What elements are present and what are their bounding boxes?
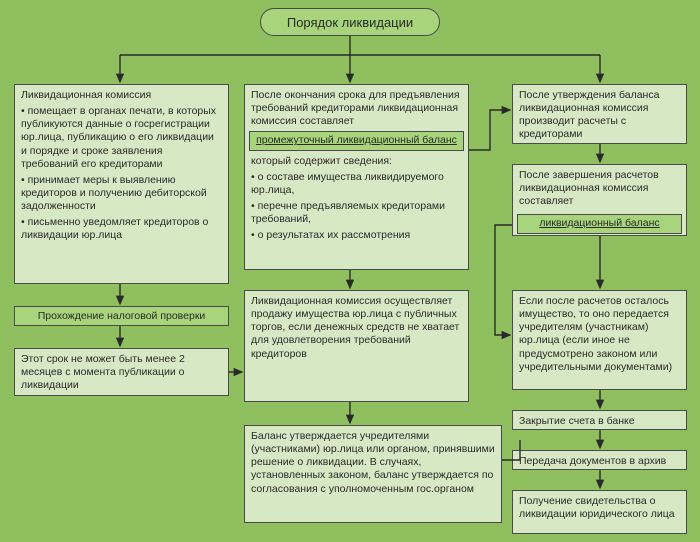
- c2-box1-b: который содержит сведения:: [251, 155, 462, 168]
- c3-box5: Передача документов в архив: [512, 450, 687, 470]
- c2-box1-b1: • о составе имущества ликвидируемого юр.…: [251, 171, 462, 197]
- c2-box1-b3: • о результатах их рассмотрения: [251, 229, 462, 242]
- c2-box1-b2: • перечне предъявляемых кредиторами треб…: [251, 200, 462, 226]
- c2-box2: Ликвидационная комиссия осуществляет про…: [244, 290, 469, 402]
- title: Порядок ликвидации: [260, 8, 440, 36]
- title-text: Порядок ликвидации: [287, 15, 413, 30]
- c1-box2-text: Этот срок не может быть менее 2 месяцев …: [21, 353, 185, 391]
- c1-box1-b2: • принимает меры к выявлению кредиторов …: [21, 174, 222, 213]
- c2-box3-text: Баланс утверждается учредителями (участн…: [251, 430, 495, 495]
- c3-box6-text: Получение свидетельства о ликвидации юри…: [519, 495, 675, 520]
- c1-box1: Ликвидационная комиссия • помещает в орг…: [14, 84, 229, 284]
- c2-box2-text: Ликвидационная комиссия осуществляет про…: [251, 295, 459, 360]
- c3-box2-banner: ликвидационный баланс: [517, 214, 682, 233]
- c3-box2-a: После завершения расчетов ликвидационная…: [519, 169, 680, 208]
- c3-box3-text: Если после расчетов осталось имущество, …: [519, 295, 672, 373]
- c3-box1: После утверждения баланса ликвидационная…: [512, 84, 687, 144]
- c2-box3: Баланс утверждается учредителями (участн…: [244, 425, 502, 523]
- c1-box1-b1: • помещает в органах печати, в которых п…: [21, 105, 222, 171]
- c3-box4-text: Закрытие счета в банке: [519, 415, 635, 427]
- c3-box2: После завершения расчетов ликвидационная…: [512, 164, 687, 236]
- c1-box1-head: Ликвидационная комиссия: [21, 89, 222, 102]
- c1-banner-text: Прохождение налоговой проверки: [38, 310, 206, 322]
- c2-box1-banner: промежуточный ликвидационный баланс: [249, 131, 464, 150]
- c3-box3: Если после расчетов осталось имущество, …: [512, 290, 687, 390]
- c1-box1-b3: • письменно уведомляет кредиторов о ликв…: [21, 216, 222, 242]
- c1-box2: Этот срок не может быть менее 2 месяцев …: [14, 348, 229, 396]
- c2-box1: После окончания срока для предъявления т…: [244, 84, 469, 270]
- c3-box6: Получение свидетельства о ликвидации юри…: [512, 490, 687, 534]
- c3-box1-text: После утверждения баланса ликвидационная…: [519, 89, 659, 140]
- c2-box1-a: После окончания срока для предъявления т…: [251, 89, 462, 128]
- c3-box5-text: Передача документов в архив: [519, 455, 666, 467]
- c3-box4: Закрытие счета в банке: [512, 410, 687, 430]
- c1-banner: Прохождение налоговой проверки: [14, 306, 229, 326]
